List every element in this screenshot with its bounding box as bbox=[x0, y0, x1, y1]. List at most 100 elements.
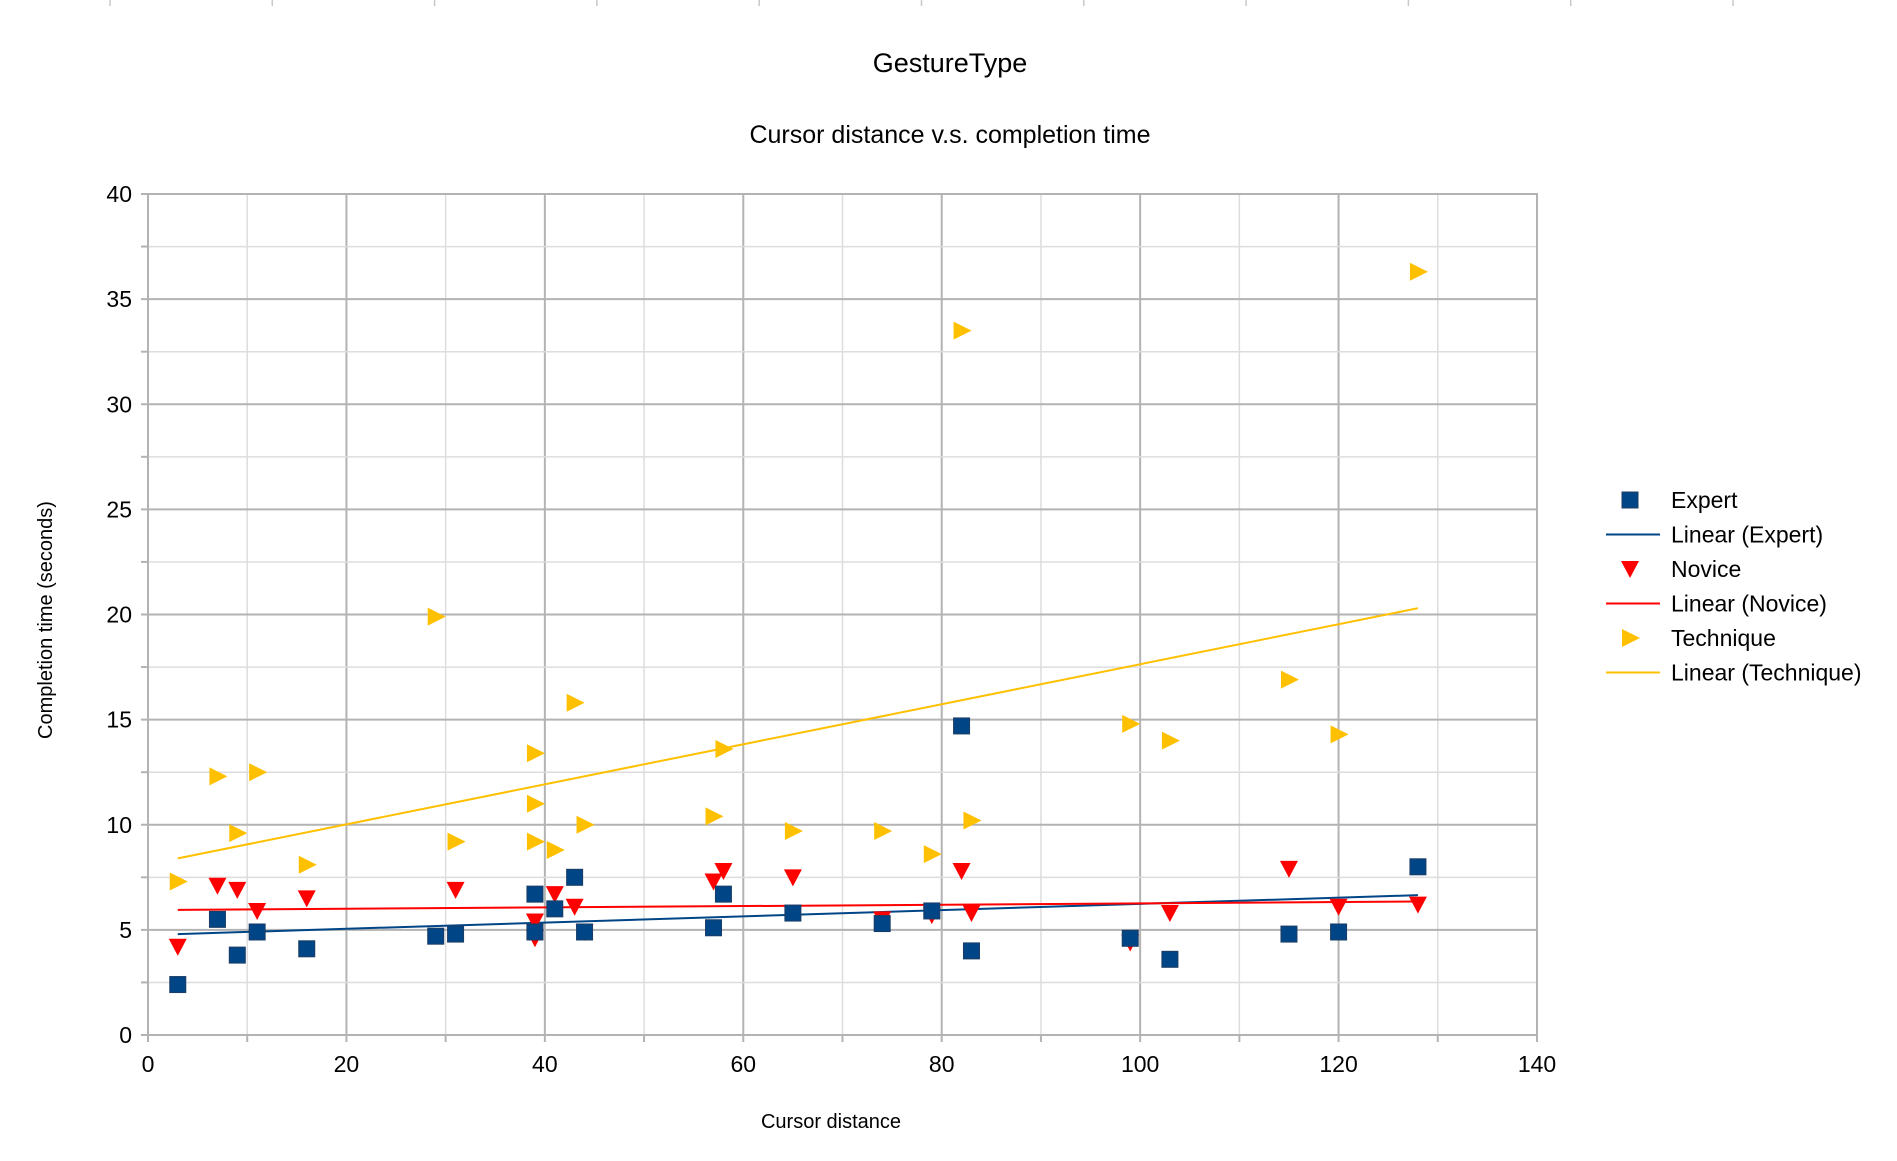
x-tick-label: 100 bbox=[1121, 1051, 1159, 1077]
legend-label: Linear (Expert) bbox=[1671, 522, 1823, 548]
novice-point bbox=[545, 886, 564, 904]
expert-point bbox=[169, 976, 187, 994]
x-tick-label: 120 bbox=[1319, 1051, 1357, 1077]
technique-point bbox=[427, 607, 446, 626]
y-tick-label: 10 bbox=[106, 812, 132, 838]
expert-point bbox=[298, 940, 316, 958]
x-axis-label: Cursor distance bbox=[761, 1111, 901, 1133]
technique-point bbox=[1280, 670, 1299, 689]
novice-point bbox=[962, 905, 981, 923]
expert-point bbox=[447, 925, 465, 943]
x-tick-label: 40 bbox=[532, 1051, 558, 1077]
chart-title: GestureType bbox=[873, 48, 1028, 78]
expert-point bbox=[526, 923, 544, 941]
y-tick-label: 20 bbox=[106, 602, 132, 628]
expert-point bbox=[546, 900, 564, 918]
technique-point bbox=[526, 794, 545, 813]
trendlines bbox=[177, 607, 1419, 936]
technique-point bbox=[169, 872, 188, 891]
legend-label: Linear (Novice) bbox=[1671, 591, 1827, 617]
expert-point bbox=[248, 923, 266, 941]
chart-subtitle: Cursor distance v.s. completion time bbox=[749, 121, 1150, 149]
plot-grid bbox=[147, 193, 1538, 1036]
technique-point bbox=[1409, 262, 1428, 281]
y-tick-labels: 0 5 10 15 20 25 30 35 40 bbox=[106, 181, 132, 1048]
plot-axes bbox=[141, 193, 1538, 1042]
technique-point bbox=[546, 840, 565, 859]
expert-point bbox=[1409, 858, 1427, 876]
y-tick-label: 35 bbox=[106, 286, 132, 312]
expert-point bbox=[784, 904, 802, 922]
x-tick-label: 140 bbox=[1518, 1051, 1556, 1077]
novice-point bbox=[565, 898, 584, 916]
y-tick-label: 25 bbox=[106, 496, 132, 522]
novice-point bbox=[704, 873, 723, 891]
y-tick-label: 15 bbox=[106, 707, 132, 733]
y-axis-label: Completion time (seconds) bbox=[35, 501, 57, 739]
technique-point bbox=[526, 744, 545, 763]
expert-point bbox=[427, 927, 445, 945]
novice-point bbox=[714, 863, 733, 881]
technique-point bbox=[1330, 725, 1349, 744]
technique-point bbox=[576, 815, 595, 834]
novice-point bbox=[1279, 860, 1298, 878]
expert-point bbox=[714, 885, 732, 903]
expert-point bbox=[1330, 923, 1348, 941]
technique-point bbox=[963, 811, 982, 830]
trendline-technique bbox=[177, 607, 1419, 860]
technique-point bbox=[874, 822, 893, 841]
technique-point bbox=[298, 855, 317, 874]
technique-point bbox=[566, 693, 585, 712]
expert-point bbox=[1121, 929, 1139, 947]
y-tick-label: 0 bbox=[119, 1022, 132, 1048]
technique-point bbox=[1161, 731, 1180, 750]
novice-point bbox=[952, 863, 971, 881]
x-tick-labels: 0 20 40 60 80 100 120 140 bbox=[142, 1051, 1557, 1077]
expert-point bbox=[208, 910, 226, 928]
legend-marker-novice bbox=[1621, 561, 1639, 578]
expert-point bbox=[526, 885, 544, 903]
expert-point bbox=[953, 717, 971, 735]
legend-label: Linear (Technique) bbox=[1671, 660, 1862, 686]
legend-label: Technique bbox=[1671, 625, 1776, 651]
technique-point bbox=[923, 845, 942, 864]
legend-label: Novice bbox=[1671, 556, 1741, 582]
expert-point bbox=[1280, 925, 1298, 943]
novice-point bbox=[228, 881, 247, 899]
legend-label: Expert bbox=[1671, 487, 1738, 513]
novice-point bbox=[208, 877, 227, 895]
technique-point bbox=[209, 767, 228, 786]
legend-marker-technique bbox=[1622, 629, 1640, 647]
novice-point bbox=[525, 913, 544, 931]
novice-point bbox=[168, 938, 187, 956]
legend: Expert Linear (Expert) Novice Linear (Novic… bbox=[1606, 487, 1862, 686]
x-tick-label: 20 bbox=[334, 1051, 360, 1077]
x-tick-label: 60 bbox=[730, 1051, 756, 1077]
expert-point bbox=[576, 923, 594, 941]
expert-point bbox=[962, 942, 980, 960]
x-tick-label: 80 bbox=[929, 1051, 955, 1077]
technique-point bbox=[784, 822, 803, 841]
novice-point bbox=[1160, 905, 1179, 923]
novice-point bbox=[1329, 898, 1348, 916]
novice-point bbox=[1408, 896, 1427, 914]
data-points bbox=[168, 262, 1428, 994]
technique-point bbox=[447, 832, 466, 851]
legend-marker-expert bbox=[1621, 491, 1639, 509]
technique-point bbox=[953, 321, 972, 340]
x-tick-label: 0 bbox=[142, 1051, 155, 1077]
technique-point bbox=[526, 832, 545, 851]
expert-point bbox=[705, 919, 723, 937]
y-tick-label: 40 bbox=[106, 181, 132, 207]
technique-point bbox=[705, 807, 724, 826]
expert-point bbox=[566, 868, 584, 886]
y-tick-label: 5 bbox=[119, 917, 132, 943]
novice-point bbox=[446, 881, 465, 899]
technique-point bbox=[229, 824, 248, 843]
novice-point bbox=[297, 890, 316, 908]
top-border-ticks bbox=[109, 0, 1734, 6]
expert-point bbox=[1161, 950, 1179, 968]
technique-point bbox=[1122, 714, 1141, 733]
y-tick-label: 30 bbox=[106, 391, 132, 417]
technique-point bbox=[715, 740, 734, 759]
